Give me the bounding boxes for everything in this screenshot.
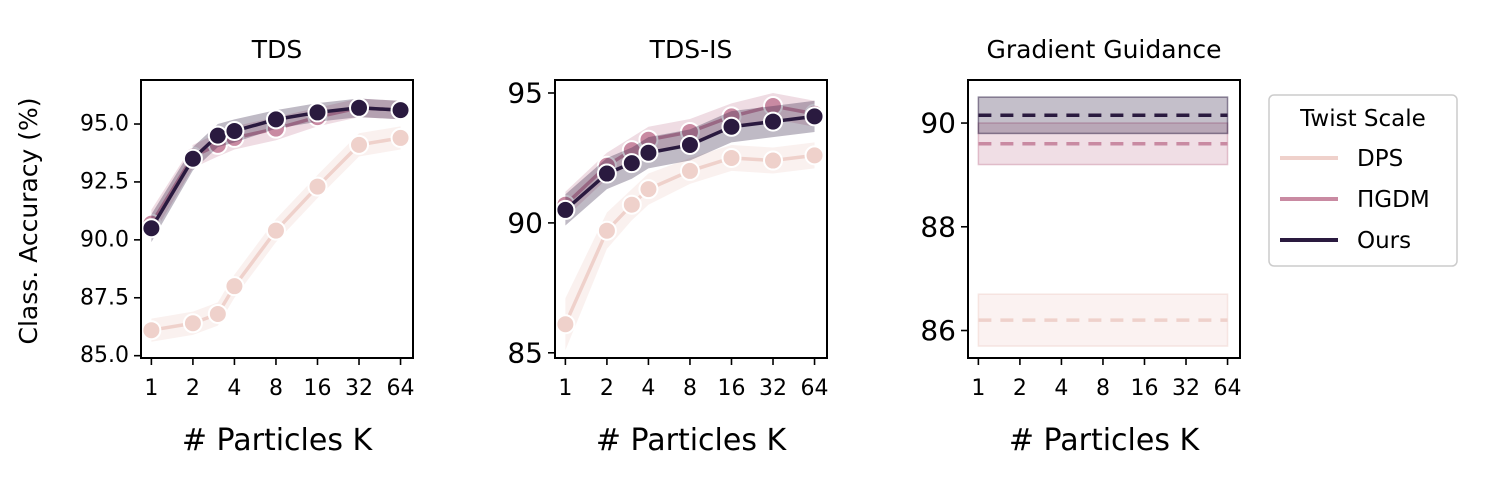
x-axis-label: # Particles K (596, 423, 788, 458)
ci-band-dps (977, 293, 1229, 347)
panel-gradient-guidance: Gradient Guidance 1 2 4 8 16 32 64 86 88 90 # Par… (920, 35, 1241, 458)
y-tick-label: 92.5 (80, 169, 129, 194)
x-tick-label: 8 (1096, 376, 1110, 401)
y-tick-label: 86 (920, 314, 956, 347)
x-tick-label: 4 (1054, 376, 1068, 401)
data-point-dps (141, 320, 162, 341)
data-point-dps (182, 313, 203, 334)
data-point-ours (207, 125, 228, 146)
data-point-dps (638, 179, 659, 200)
data-point-ours (141, 218, 162, 239)
axes-frame (967, 79, 1241, 359)
data-point-ours (390, 100, 411, 121)
ci-band-ours (977, 96, 1229, 135)
data-point-ours (638, 142, 659, 163)
plot-area: 1 2 4 8 16 32 64 85 90 95 (507, 76, 828, 401)
data-point-ours (596, 163, 617, 184)
x-tick-label: 2 (600, 376, 614, 401)
data-point-ours (265, 109, 286, 130)
legend-label-dps: DPS (1357, 146, 1403, 172)
x-tick-label: 2 (186, 376, 200, 401)
data-point-ours (763, 111, 784, 132)
x-tick-label: 4 (227, 376, 241, 401)
data-point-ours (721, 116, 742, 137)
data-point-dps (265, 220, 286, 241)
x-tick-label: 1 (558, 376, 572, 401)
x-tick-label: 16 (303, 376, 331, 401)
x-tick-label: 64 (801, 376, 829, 401)
y-tick-label: 87.5 (80, 285, 129, 310)
data-point-dps (763, 150, 784, 171)
x-axis-label: # Particles K (1009, 423, 1201, 458)
y-tick-label: 95.0 (80, 112, 129, 137)
x-tick-label: 64 (1214, 376, 1242, 401)
y-tick-label: 90 (920, 107, 956, 140)
y-tick-label: 95 (507, 76, 543, 109)
data-point-dps (349, 134, 370, 155)
data-point-dps (596, 220, 617, 241)
x-tick-label: 16 (1130, 376, 1158, 401)
x-tick-label: 1 (144, 376, 158, 401)
data-point-dps (207, 303, 228, 324)
panel-tds-is: TDS-IS 1 2 4 8 16 32 64 85 90 95 # Particles K (507, 35, 828, 458)
data-point-ours (804, 106, 825, 127)
panel-title: Gradient Guidance (986, 35, 1221, 64)
data-point-dps (721, 147, 742, 168)
y-tick-label: 88 (920, 210, 956, 243)
data-point-dps (224, 276, 245, 297)
data-point-dps (804, 145, 825, 166)
x-tick-label: 32 (759, 376, 787, 401)
y-axis-label: Class. Accuracy (%) (14, 97, 43, 344)
data-point-dps (307, 176, 328, 197)
x-tick-label: 1 (971, 376, 985, 401)
x-tick-label: 8 (269, 376, 283, 401)
data-point-ours (679, 134, 700, 155)
data-point-dps (679, 160, 700, 181)
x-tick-label: 4 (641, 376, 655, 401)
axes-frame (554, 79, 828, 359)
x-tick-label: 32 (1172, 376, 1200, 401)
y-tick-label: 90 (507, 206, 543, 239)
data-point-dps (390, 127, 411, 148)
data-point-dps (555, 314, 576, 335)
x-tick-label: 8 (683, 376, 697, 401)
data-point-ours (182, 148, 203, 169)
y-tick-label: 90.0 (80, 227, 129, 252)
panel-tds: TDS 1 2 4 8 16 32 64 85.0 87.5 90.0 92.5 95.0 # Par… (80, 35, 415, 458)
legend-title: Twist Scale (1299, 106, 1426, 132)
legend-label-ours: Ours (1357, 228, 1411, 254)
y-tick-label: 85.0 (80, 343, 129, 368)
x-axis-label: # Particles K (182, 423, 374, 458)
x-tick-label: 2 (1013, 376, 1027, 401)
data-point-ours (621, 153, 642, 174)
ci-band-ours (565, 100, 815, 226)
x-tick-label: 32 (345, 376, 373, 401)
data-point-ours (224, 120, 245, 141)
data-point-dps (621, 194, 642, 215)
legend-frame (1268, 94, 1458, 267)
y-tick-label: 85 (507, 336, 543, 369)
ci-band-dps (565, 142, 815, 351)
data-point-ours (307, 102, 328, 123)
axes-frame (140, 79, 414, 359)
panel-title: TDS-IS (649, 35, 733, 64)
legend: Twist Scale DPS ΠGDM Ours (1268, 94, 1458, 267)
panel-title: TDS (251, 35, 302, 64)
data-point-ours (555, 199, 576, 220)
x-tick-label: 16 (717, 376, 745, 401)
legend-label-pigdm: ΠGDM (1357, 187, 1430, 213)
data-point-ours (349, 97, 370, 118)
plot-area: 1 2 4 8 16 32 64 86 88 90 (920, 79, 1242, 401)
x-tick-label: 64 (387, 376, 415, 401)
plot-area: 1 2 4 8 16 32 64 85.0 87.5 90.0 92.5 95.0 (80, 79, 415, 401)
